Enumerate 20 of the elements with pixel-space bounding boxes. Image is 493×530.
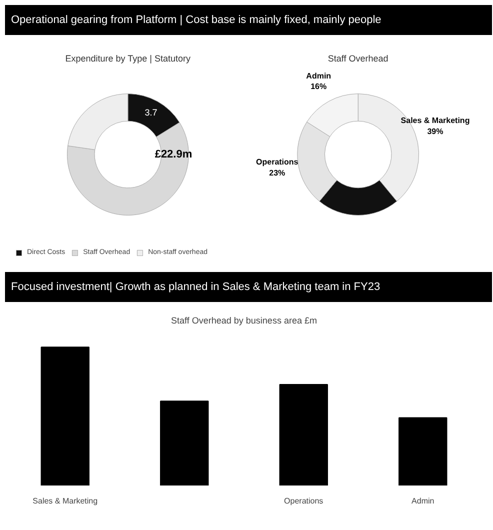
data-label: 39% [427,127,444,136]
bar [279,384,328,486]
bar [40,346,90,486]
text: £22.9m [154,148,192,160]
slice-label: Admin [306,71,332,80]
bar [160,400,209,486]
slice-label: Operations [256,158,299,167]
x-tick-label: Operations [284,496,324,506]
chart-title: Staff Overhead [328,54,388,64]
chart-title: Expenditure by Type | Statutory [65,54,191,64]
data-label: 16% [310,82,327,92]
x-tick-label: Sales & Marketing [32,496,98,506]
slice-label: Sales & Marketing [400,116,470,126]
text: Focused investment| Growth as planned in Sales & Marketing team in FY23 [11,280,380,295]
chart-title: Staff Overhead by business area £m [171,316,317,326]
bar [398,417,448,486]
text: Operational gearing from Platform | Cost base is mainly fixed, mainly people [11,13,382,28]
x-tick-label: Admin [412,496,434,506]
data-label: 3.7 [144,108,158,118]
data-label: 23% [269,168,286,178]
